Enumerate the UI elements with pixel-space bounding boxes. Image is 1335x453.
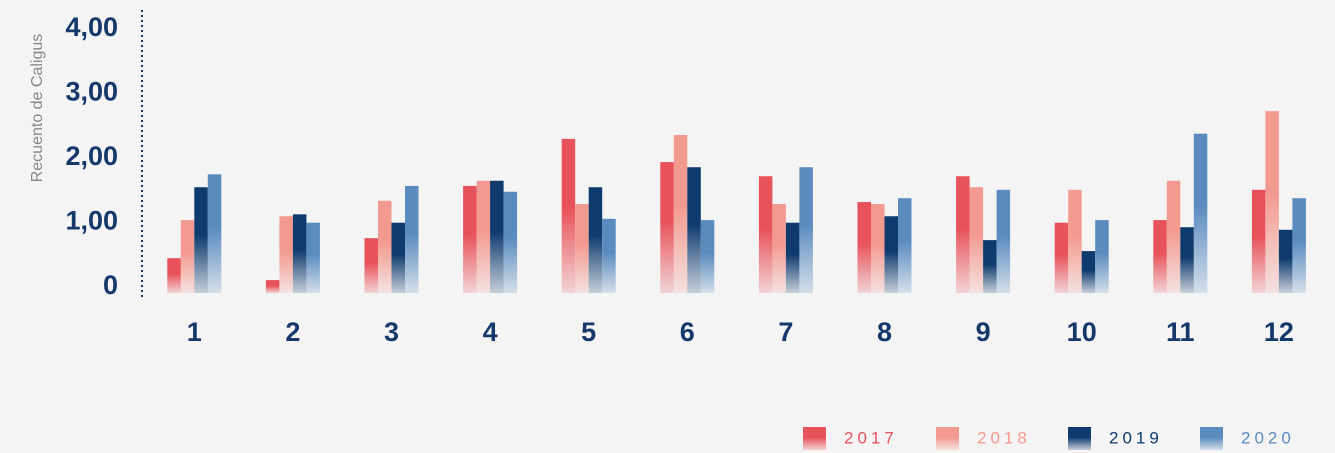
x-tick-label: 8	[877, 317, 892, 347]
bar	[1153, 220, 1167, 293]
bar	[983, 240, 997, 293]
bar	[463, 185, 477, 293]
legend-swatch	[1200, 427, 1223, 450]
x-tick-label: 4	[483, 317, 498, 347]
x-tick-label: 7	[778, 317, 793, 347]
bar	[378, 200, 392, 293]
bar	[180, 220, 195, 293]
x-tick-label: 2	[285, 317, 300, 347]
bar	[884, 216, 898, 293]
bar	[660, 162, 674, 293]
bar	[969, 187, 984, 293]
legend-swatch	[936, 427, 959, 450]
y-tick-label: 0	[103, 270, 118, 300]
x-tick-label: 5	[581, 317, 596, 347]
bar	[575, 203, 589, 293]
x-tick-label: 12	[1264, 317, 1294, 347]
bar	[1265, 111, 1279, 293]
bar	[405, 185, 419, 293]
bar	[785, 222, 800, 293]
bar	[1081, 251, 1096, 293]
bar	[799, 167, 813, 293]
bar	[772, 203, 786, 293]
bar	[588, 187, 603, 293]
legend-swatch	[803, 427, 826, 450]
bar	[1054, 222, 1069, 293]
y-tick-label: 1,00	[65, 206, 118, 236]
bar	[871, 203, 885, 293]
bar	[306, 222, 320, 293]
x-tick-label: 11	[1166, 317, 1195, 347]
bar	[1292, 198, 1306, 293]
bar	[364, 238, 378, 293]
bar	[1278, 229, 1293, 293]
bar	[391, 222, 405, 293]
bar	[673, 134, 688, 293]
bar	[1251, 189, 1266, 293]
x-tick-label: 9	[976, 317, 991, 347]
bar	[700, 220, 715, 293]
x-tick-label: 6	[680, 317, 695, 347]
bar	[956, 176, 970, 293]
bar	[167, 258, 181, 293]
y-tick-label: 4,00	[65, 12, 118, 42]
bar	[898, 198, 912, 293]
bar	[1166, 180, 1181, 293]
x-tick-label: 10	[1067, 317, 1097, 347]
bar	[1068, 189, 1082, 293]
bar	[279, 216, 293, 293]
legend-swatch	[1068, 427, 1091, 450]
bar	[996, 189, 1011, 293]
bar	[503, 191, 518, 293]
bar	[687, 167, 701, 293]
y-tick-label: 2,00	[65, 141, 118, 171]
legend-label: 2017	[844, 428, 898, 447]
bar	[265, 280, 280, 293]
bar	[857, 202, 871, 293]
bar	[490, 180, 504, 293]
bar	[292, 214, 307, 293]
bar	[476, 180, 491, 293]
legend-label: 2018	[977, 428, 1031, 447]
bar	[561, 138, 576, 293]
legend-label: 2019	[1109, 428, 1163, 447]
x-tick-label: 1	[187, 317, 202, 347]
bar	[602, 218, 616, 293]
legend-label: 2020	[1241, 428, 1295, 447]
bar	[194, 187, 208, 293]
bar	[758, 176, 773, 293]
bar	[1095, 220, 1109, 293]
x-tick-label: 3	[384, 317, 399, 347]
bar	[207, 174, 222, 293]
bar	[1180, 227, 1194, 293]
y-tick-label: 3,00	[65, 77, 118, 107]
y-axis-label: Recuento de Caligus	[29, 34, 46, 183]
bar	[1193, 133, 1208, 293]
